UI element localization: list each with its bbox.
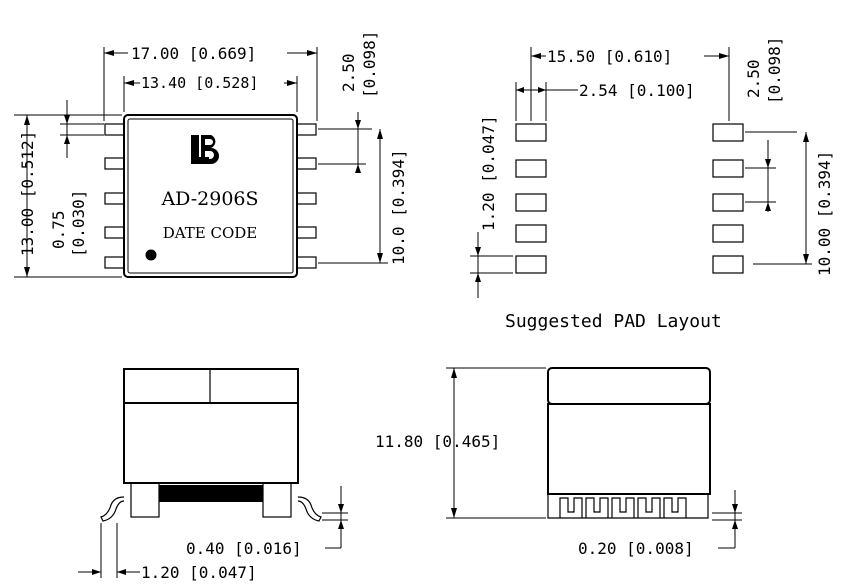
side-core-top xyxy=(123,368,299,404)
dim-pad-pitch-mm-label: 2.50 xyxy=(744,59,763,98)
right-pins xyxy=(296,123,317,269)
side-leg-left xyxy=(130,482,160,518)
front-core-top xyxy=(547,367,711,405)
pad xyxy=(712,224,744,243)
dim-lead-length-label: 1.20 [0.047] xyxy=(141,563,257,582)
pin xyxy=(104,256,125,269)
pin xyxy=(104,123,125,136)
dim-pad-length xyxy=(515,82,578,121)
dim-pin-span xyxy=(318,129,388,264)
logo-mark xyxy=(191,135,219,164)
pin xyxy=(296,256,317,269)
dim-pad-width xyxy=(470,232,513,298)
left-pins xyxy=(104,123,125,269)
front-bobbin xyxy=(547,403,711,495)
side-lead-left xyxy=(100,496,125,522)
dim-lead-thickness-label: 0.20 [0.008] xyxy=(578,539,694,558)
dim-pad-width-label: 1.20 [0.047] xyxy=(479,115,498,231)
dim-pad-span-label: 15.50 [0.610] xyxy=(547,47,672,66)
side-view: 0.40 [0.016] 1.20 [0.047] xyxy=(78,368,348,582)
pad xyxy=(712,159,744,178)
pin xyxy=(104,226,125,239)
side-winding xyxy=(159,485,263,502)
pad xyxy=(515,224,547,243)
dim-standoff-label: 0.40 [0.016] xyxy=(186,539,302,558)
pin1-dot xyxy=(145,249,157,261)
dim-pad-row-span xyxy=(753,132,812,265)
pin xyxy=(296,192,317,205)
dim-pad-span xyxy=(530,47,730,121)
pad xyxy=(712,193,744,212)
pad-layout-caption: Suggested PAD Layout xyxy=(505,311,722,332)
component-body-inner xyxy=(127,118,294,274)
pad xyxy=(515,193,547,212)
pad xyxy=(515,159,547,178)
pin xyxy=(104,157,125,170)
pad xyxy=(712,255,744,274)
dim-pin-width-mm-label: 0.75 xyxy=(49,210,68,249)
right-pads xyxy=(712,123,744,274)
pad xyxy=(515,255,547,274)
pin xyxy=(296,226,317,239)
front-leads xyxy=(559,497,687,518)
dim-overall-width-label: 17.00 [0.669] xyxy=(131,44,256,63)
pad xyxy=(515,123,547,142)
dim-pin-span-label: 10.0 [0.394] xyxy=(389,149,408,265)
dim-overall-height-label: 13.00 [0.512] xyxy=(18,131,37,256)
dim-pin-pitch-in-label: [0.098] xyxy=(360,31,379,98)
dim-pad-pitch xyxy=(745,131,797,212)
pin xyxy=(296,157,317,170)
left-pads xyxy=(515,123,547,274)
dim-height-label: 11.80 [0.465] xyxy=(375,432,500,451)
side-bobbin xyxy=(123,402,299,484)
pad xyxy=(712,123,744,142)
dim-overall-width xyxy=(103,47,318,121)
dim-pin-width-in-label: [0.030] xyxy=(69,190,88,257)
pad-layout: 15.50 [0.610] 2.54 [0.100] 1.20 [0.047] … xyxy=(470,37,834,332)
dim-height xyxy=(446,367,546,519)
pin xyxy=(104,192,125,205)
top-view: AD-2906S DATE CODE 17.00 [0.669] 13.40 [… xyxy=(14,31,408,278)
side-lead-right xyxy=(297,496,322,522)
dim-pin-pitch xyxy=(318,112,372,173)
date-code-label: DATE CODE xyxy=(163,224,258,242)
dim-body-width-label: 13.40 [0.528] xyxy=(141,74,258,92)
dim-pin-width xyxy=(60,100,104,158)
dim-pad-length-label: 2.54 [0.100] xyxy=(579,81,695,100)
part-number-label: AD-2906S xyxy=(160,188,258,210)
dim-lead-thickness xyxy=(712,490,742,549)
side-leg-right xyxy=(262,482,292,518)
dim-pad-pitch-in-label: [0.098] xyxy=(765,37,784,104)
pin xyxy=(296,123,317,136)
dim-pad-row-span-label: 10.00 [0.394] xyxy=(815,151,834,276)
dim-standoff xyxy=(322,486,348,549)
front-base xyxy=(547,494,709,519)
dim-lead-length xyxy=(78,523,140,578)
dim-pin-pitch-mm-label: 2.50 xyxy=(339,53,358,92)
front-view: 11.80 [0.465] 0.20 [0.008] xyxy=(375,367,742,558)
dim-body-width xyxy=(123,76,298,112)
